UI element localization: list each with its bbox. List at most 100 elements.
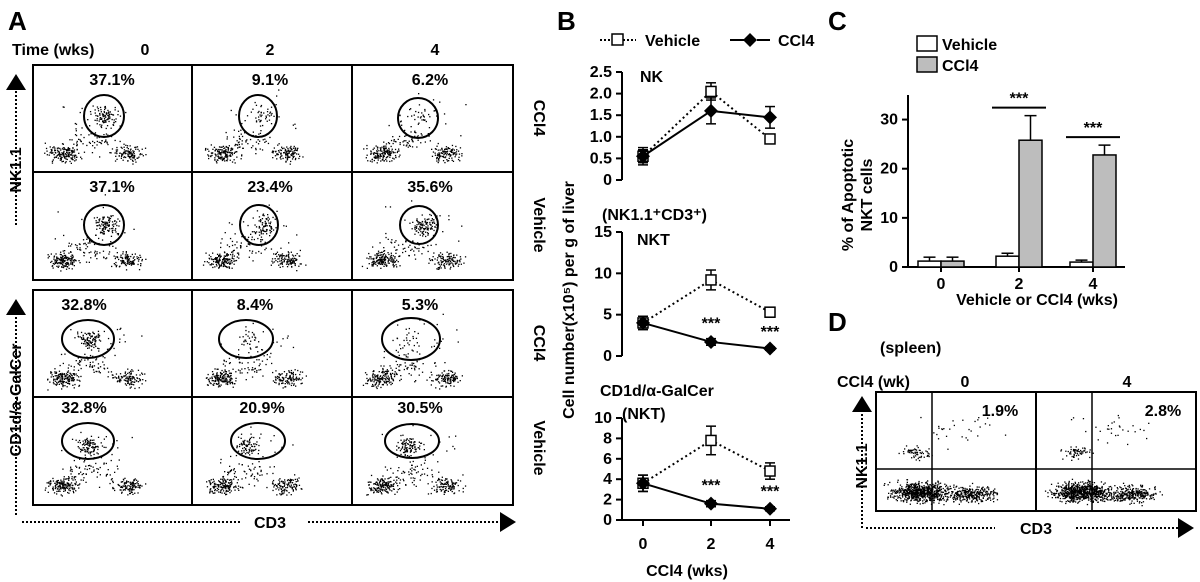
flow-dot <box>98 350 100 352</box>
flow-dot <box>291 149 293 151</box>
flow-dot <box>85 364 87 367</box>
flow-dot <box>107 376 109 378</box>
flow-dot <box>411 349 413 351</box>
flow-dot <box>222 259 224 261</box>
flow-dot <box>56 483 58 485</box>
flow-dot <box>121 153 123 155</box>
flow-dot <box>67 149 69 152</box>
flow-dot <box>93 371 95 373</box>
flow-dot <box>277 377 279 380</box>
flow-dot <box>139 374 141 376</box>
flow-dot <box>415 227 418 229</box>
flow-dot <box>379 381 381 383</box>
flow-dot <box>276 154 278 156</box>
flow-dot <box>275 382 277 384</box>
flow-dot <box>79 360 81 362</box>
flow-dot <box>212 481 214 484</box>
flow-dot <box>451 480 453 482</box>
flow-dot <box>95 345 97 348</box>
gate-circle <box>61 319 115 359</box>
flow-dot <box>233 255 235 257</box>
flow-dot <box>79 448 82 451</box>
flow-dot <box>129 387 131 389</box>
flow-dot <box>212 373 215 375</box>
flow-dot <box>102 114 105 116</box>
flow-dot <box>227 260 229 262</box>
flow-dot <box>62 484 65 486</box>
flow-dot <box>217 151 219 153</box>
flow-dot <box>270 227 272 229</box>
flow-dot <box>98 224 101 226</box>
flow-dot <box>273 466 275 468</box>
flow-dot <box>104 119 106 122</box>
flow-dot <box>221 261 223 263</box>
flow-dot <box>137 381 140 383</box>
flow-dot <box>69 470 72 472</box>
flow-dot <box>68 380 70 382</box>
flow-dot <box>229 362 231 364</box>
flow-dot <box>124 264 127 266</box>
flow-dot <box>81 127 83 129</box>
flow-dot <box>78 439 81 442</box>
flow-dot <box>56 381 58 384</box>
flow-dot <box>86 468 88 471</box>
flow-dot <box>228 485 230 487</box>
flow-dot <box>411 200 413 202</box>
flow-dot <box>94 250 96 252</box>
flow-dot <box>275 227 277 229</box>
flow-dot <box>93 142 96 144</box>
flow-dot <box>95 114 97 117</box>
flow-dot <box>243 447 246 449</box>
flow-dot <box>50 372 53 374</box>
flow-dot <box>256 371 258 373</box>
flow-dot <box>92 340 94 342</box>
flow-dot <box>392 258 394 260</box>
flow-dot <box>403 345 406 347</box>
flow-dot <box>428 218 430 220</box>
flow-dot <box>403 368 405 371</box>
flow-dot <box>381 263 383 265</box>
flow-dot <box>414 469 416 471</box>
flow-dot <box>404 365 407 367</box>
flow-dot <box>118 258 120 261</box>
flow-dot <box>226 244 229 246</box>
flow-dot <box>370 150 372 152</box>
flow-dot <box>80 338 83 340</box>
flow-dot <box>385 484 387 487</box>
pct-r3-c0: 32.8% <box>61 297 106 314</box>
flow-dot <box>226 266 228 269</box>
flow-dot <box>130 262 132 264</box>
flow-dot <box>111 227 113 230</box>
flow-dot <box>439 488 441 491</box>
flow-dot <box>116 465 118 467</box>
flow-dot <box>441 376 444 378</box>
flow-dot <box>137 483 139 485</box>
flow-dot <box>453 488 455 490</box>
flow-dot <box>251 236 253 238</box>
flow-dot <box>287 377 289 380</box>
flow-dot <box>284 383 286 385</box>
flow-dot <box>244 368 246 370</box>
flow-dot <box>123 262 125 265</box>
flow-dot <box>282 489 284 492</box>
flow-dot <box>430 434 432 437</box>
flow-dot <box>430 214 432 217</box>
flow-dot <box>454 152 456 154</box>
flow-dot <box>126 256 128 259</box>
flow-dot <box>231 161 234 163</box>
flow-dot <box>77 331 79 333</box>
flow-dot <box>228 488 231 490</box>
flow-dot <box>296 378 299 380</box>
flow-dot <box>108 245 111 247</box>
data-point-ccl4 <box>704 103 718 118</box>
flow-dot <box>104 226 106 228</box>
flow-dot <box>71 157 73 159</box>
flow-dot <box>407 246 410 248</box>
flow-dot <box>442 150 444 152</box>
flow-dot <box>72 254 74 257</box>
flow-dot <box>106 142 108 144</box>
flow-dot <box>245 448 247 450</box>
flow-dot <box>385 150 387 152</box>
flow-dot <box>414 258 417 260</box>
flow-dot <box>237 485 240 487</box>
